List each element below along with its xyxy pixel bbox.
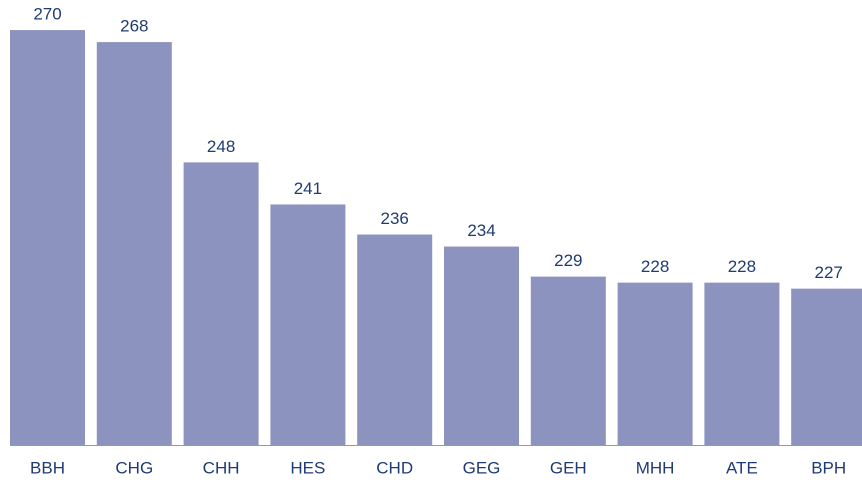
x-tick-label: GEH — [550, 458, 587, 477]
bar — [704, 282, 780, 445]
value-label: 270 — [33, 5, 61, 24]
bar — [96, 42, 172, 445]
x-tick-label: BPH — [811, 458, 846, 477]
x-tick-label: CHH — [203, 458, 240, 477]
value-label: 227 — [815, 263, 843, 282]
value-label: 228 — [728, 257, 756, 276]
bar — [530, 276, 606, 445]
value-label: 236 — [381, 209, 409, 228]
x-tick-label: CHG — [115, 458, 153, 477]
x-tick-label: GEG — [463, 458, 501, 477]
x-tick-label: BBH — [30, 458, 65, 477]
x-tick-label: CHD — [376, 458, 413, 477]
bar — [183, 162, 259, 445]
bar — [791, 288, 862, 445]
x-tick-label: HES — [290, 458, 325, 477]
value-label: 268 — [120, 17, 148, 36]
bar — [444, 246, 519, 445]
value-label: 241 — [294, 179, 322, 198]
bar — [270, 204, 346, 445]
bar — [10, 30, 85, 446]
value-label: 229 — [554, 251, 582, 270]
value-label: 248 — [207, 137, 235, 156]
value-label: 234 — [467, 221, 495, 240]
x-tick-label: ATE — [726, 458, 758, 477]
x-tick-label: MHH — [636, 458, 675, 477]
value-label: 228 — [641, 257, 669, 276]
bar — [617, 282, 693, 445]
bar — [357, 234, 433, 445]
